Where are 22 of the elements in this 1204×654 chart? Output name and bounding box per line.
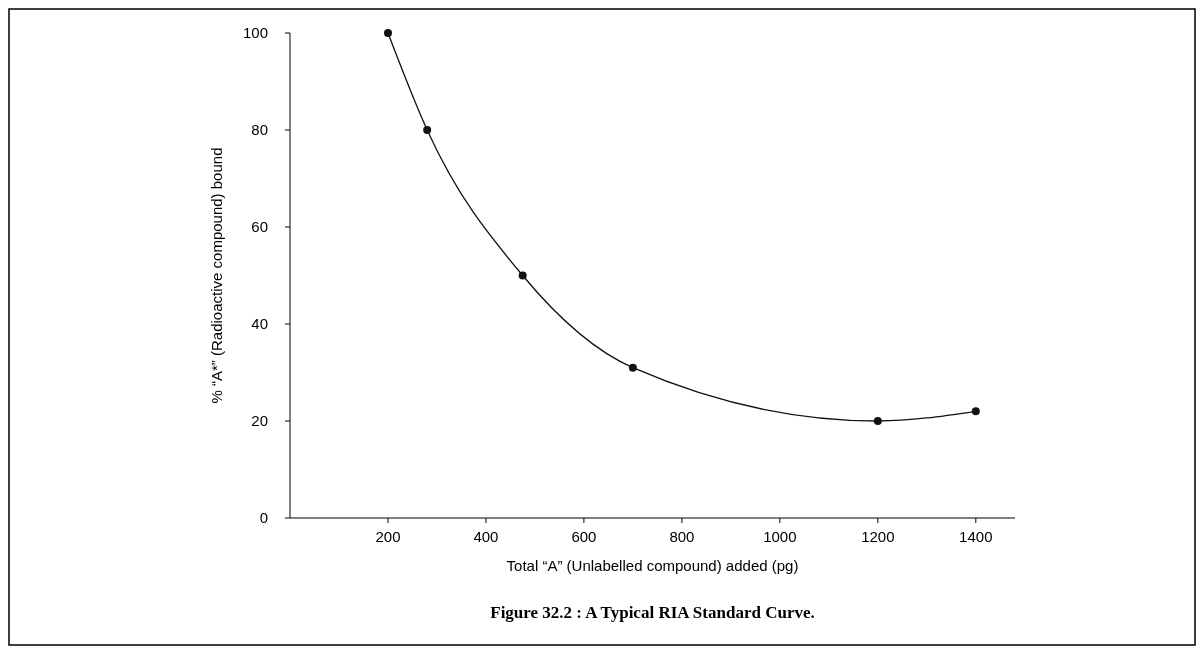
point xyxy=(423,126,432,134)
point xyxy=(628,363,637,372)
y-tick-label: 60 xyxy=(251,218,268,235)
x-tick-label: 1400 xyxy=(959,528,993,545)
y-tick-label: 0 xyxy=(259,509,268,526)
x-tick-label: 600 xyxy=(571,528,597,545)
y-tick-label: 20 xyxy=(251,412,268,429)
point xyxy=(518,271,527,280)
x-tick-label: 200 xyxy=(375,528,401,545)
point xyxy=(873,417,882,425)
y-axis-title: % “A*” (Radioactive compound) bound xyxy=(208,147,225,404)
x-tick-label: 800 xyxy=(669,528,695,545)
x-tick-label: 400 xyxy=(473,528,499,545)
x-axis-title: Total “A” (Unlabelled compound) added (pg) xyxy=(506,557,799,574)
point xyxy=(383,29,392,37)
x-tick-label: 1200 xyxy=(861,528,895,545)
y-tick-label: 40 xyxy=(251,315,268,332)
x-tick-label: 1000 xyxy=(763,528,797,545)
y-tick-label: 80 xyxy=(251,121,268,138)
y-tick-label: 100 xyxy=(242,24,268,41)
text: Figure 32.2 : A Typical RIA Standard Curve. xyxy=(490,603,815,622)
point xyxy=(971,407,980,416)
